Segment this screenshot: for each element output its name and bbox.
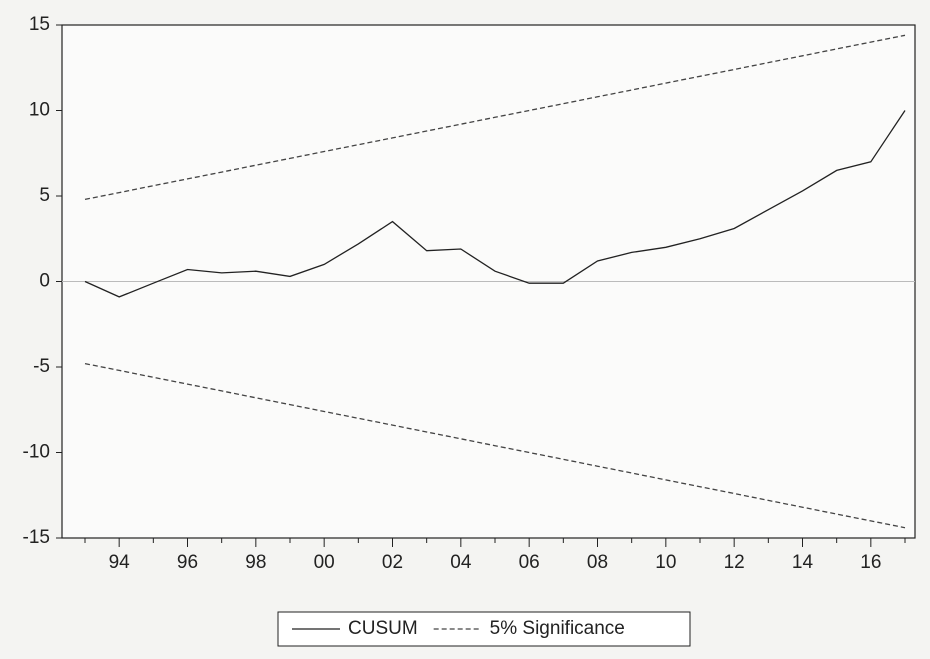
x-tick-label: 14 <box>792 552 814 573</box>
legend-box <box>277 611 691 647</box>
legend-label: CUSUM <box>348 618 418 639</box>
x-tick-label: 12 <box>724 552 745 573</box>
x-tick-label: 08 <box>587 552 608 573</box>
x-tick-label: 02 <box>382 552 403 573</box>
x-tick-label: 10 <box>655 552 676 573</box>
y-tick-label: 15 <box>29 14 50 35</box>
y-tick-label: 10 <box>29 100 50 121</box>
y-tick-label: 0 <box>39 271 50 292</box>
legend-label: 5% Significance <box>490 618 625 639</box>
series-line <box>84 34 906 201</box>
series-line <box>84 110 906 298</box>
y-tick-label: -15 <box>23 527 50 548</box>
x-tick-label: 96 <box>177 552 198 573</box>
x-tick-label: 04 <box>450 552 472 573</box>
x-tick-label: 00 <box>314 552 335 573</box>
y-tick-label: -10 <box>23 442 50 463</box>
y-tick-label: -5 <box>33 356 50 377</box>
x-tick-label: 94 <box>109 552 131 573</box>
series-line <box>84 362 906 529</box>
x-tick-label: 16 <box>860 552 881 573</box>
x-tick-label: 98 <box>245 552 266 573</box>
x-tick-label: 06 <box>519 552 540 573</box>
y-tick-label: 5 <box>39 185 50 206</box>
